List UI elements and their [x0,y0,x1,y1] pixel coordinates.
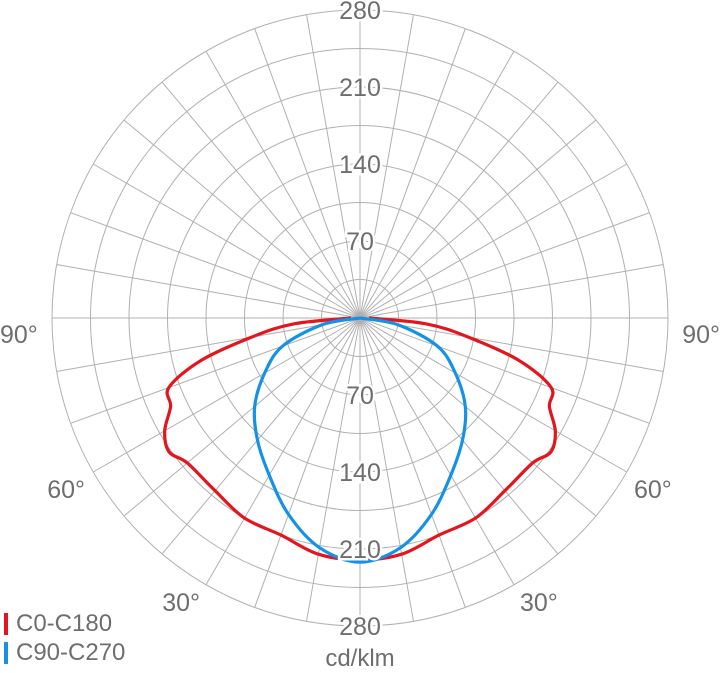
angle-label-90-right: 90° [682,321,720,349]
angle-label-30-right: 30° [520,589,558,617]
legend-swatch-blue [4,642,8,664]
grid-spoke [254,317,361,608]
tick-label-upper-140: 140 [339,151,381,179]
grid-spoke [359,317,466,608]
angle-label-90-left: 90° [0,321,38,349]
polar-grid [51,9,669,627]
legend-swatch-red [4,613,8,635]
tick-label-upper-70: 70 [346,228,374,256]
grid-spoke [359,317,650,424]
tick-label-lower-210: 210 [339,536,381,564]
legend-label: C0-C180 [16,610,113,637]
series-curve-c90-c270 [252,316,468,564]
tick-label-lower-280: 280 [339,613,381,640]
grid-spoke [161,81,361,319]
tick-label-upper-280: 280 [339,0,381,25]
grid-spoke [70,212,361,319]
grid-spoke [359,212,650,319]
grid-spoke [359,51,515,319]
tick-labels: 280 210 140 70 70 140 210 280 90° 90° 60… [0,0,720,640]
grid-spoke [359,81,559,319]
angle-label-60-right: 60° [634,476,672,504]
grid-spoke [359,317,664,372]
grid-spoke [359,317,515,585]
grid-spoke [359,14,414,319]
grid-spoke [93,317,361,473]
curves [163,316,557,564]
grid-spoke [123,317,361,517]
legend-label: C90-C270 [16,639,126,666]
grid-spoke [359,163,627,319]
tick-label-lower-70: 70 [346,382,374,410]
grid-spoke [359,317,627,473]
grid-spoke [359,264,664,319]
tick-label-upper-210: 210 [339,74,381,102]
grid-spoke [359,317,559,555]
unit-label: cd/klm [325,645,395,672]
grid-spoke [205,51,361,319]
angle-label-30-left: 30° [162,589,200,617]
grid-spoke [56,264,361,319]
grid-spoke [161,317,361,555]
grid-spoke [205,317,361,585]
grid-spoke [359,119,597,319]
grid-spoke [254,28,361,319]
grid-spoke [93,163,361,319]
grid-spoke [306,317,361,622]
legend-item-c0-c180: C0-C180 [4,610,112,638]
grid-spoke [123,119,361,319]
angle-label-60-left: 60° [47,476,85,504]
grid-spoke [359,28,466,319]
grid-spoke [306,14,361,319]
legend-item-c90-c270: C90-C270 [4,639,125,667]
grid-spoke [56,317,361,372]
tick-label-lower-140: 140 [339,459,381,487]
grid-spoke [359,317,414,622]
series-curve-c0-c180 [163,316,557,562]
grid-spoke [359,317,597,517]
grid-spoke [70,317,361,424]
polar-chart: 280 210 140 70 70 140 210 280 90° 90° 60… [0,0,720,640]
